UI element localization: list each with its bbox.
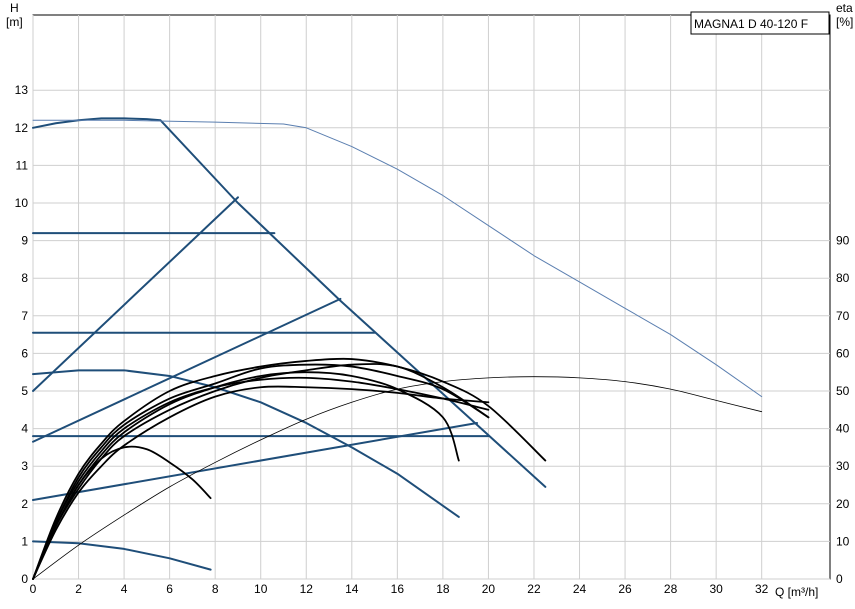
- x-tick-label: 20: [482, 582, 496, 596]
- y-left-tick-label: 5: [21, 384, 28, 398]
- ticks: 0 2 4 6 8 10 12 14 16 18 20 22 24 26 28 30 3201234567891…: [15, 83, 850, 596]
- efficiency-curve-12: [32, 371, 460, 580]
- y-left-tick-label: 2: [21, 497, 28, 511]
- efficiency-curve-17: [32, 363, 490, 580]
- x-tick-label: 2: [75, 582, 82, 596]
- y-left-tick-label: 12: [15, 121, 29, 135]
- y-right-tick-label: 60: [836, 346, 850, 360]
- chart-title: MAGNA1 D 40-120 F: [694, 17, 808, 31]
- y-left-tick-label: 3: [21, 459, 28, 473]
- y-left-label-line2: [m]: [6, 15, 23, 29]
- y-left-tick-label: 1: [21, 534, 28, 548]
- y-left-tick-label: 8: [21, 271, 28, 285]
- x-tick-label: 16: [391, 582, 405, 596]
- series-layer: [32, 117, 763, 580]
- y-right-tick-label: 70: [836, 309, 850, 323]
- y-right-tick-label: 90: [836, 234, 850, 248]
- y-right-tick-label: 30: [836, 459, 850, 473]
- x-tick-label: 30: [709, 582, 723, 596]
- grid: [32, 15, 830, 580]
- y-left-tick-label: 4: [21, 422, 28, 436]
- x-tick-label: 28: [664, 582, 678, 596]
- y-left-tick-label: 9: [21, 234, 28, 248]
- x-tick-label: 10: [254, 582, 268, 596]
- efficiency-curve-16: [32, 385, 490, 580]
- y-left-tick-label: 0: [21, 572, 28, 586]
- pump-curve-5: [32, 297, 342, 443]
- y-right-tick-label: 80: [836, 271, 850, 285]
- y-right-tick-label: 20: [836, 497, 850, 511]
- pump-curve-0: [32, 117, 547, 488]
- y-right-tick-label: 10: [836, 534, 850, 548]
- x-tick-label: 4: [121, 582, 128, 596]
- x-axis-label: Q [m³/h]: [775, 585, 818, 599]
- x-tick-label: 12: [300, 582, 314, 596]
- efficiency-curve-14: [32, 363, 490, 580]
- plot-frame: [32, 14, 831, 580]
- x-tick-label: 26: [618, 582, 632, 596]
- x-tick-label: 6: [166, 582, 173, 596]
- efficiency-curve-13: [32, 376, 490, 580]
- y-left-tick-label: 7: [21, 309, 28, 323]
- efficiency-curve-15: [32, 357, 547, 580]
- y-right-tick-label: 0: [836, 572, 843, 586]
- x-tick-label: 0: [30, 582, 37, 596]
- x-tick-label: 8: [212, 582, 219, 596]
- y-left-tick-label: 11: [16, 158, 29, 172]
- y-left-tick-label: 10: [15, 196, 29, 210]
- y-right-tick-label: 50: [836, 384, 850, 398]
- y-left-tick-label: 6: [21, 346, 28, 360]
- x-tick-label: 22: [527, 582, 541, 596]
- chart-title-box: MAGNA1 D 40-120 F: [690, 11, 830, 35]
- x-tick-label: 18: [436, 582, 450, 596]
- y-right-tick-label: 40: [836, 422, 850, 436]
- y-left-label-line1: H: [10, 1, 19, 15]
- x-tick-label: 24: [573, 582, 587, 596]
- x-tick-label: 32: [755, 582, 769, 596]
- y-right-label-line2: [%]: [836, 15, 853, 29]
- pump-curve-4: [32, 196, 239, 392]
- x-tick-label: 14: [345, 582, 359, 596]
- pump-curve-8: [32, 540, 212, 571]
- y-left-tick-label: 13: [15, 83, 29, 97]
- pump-curve-9: [32, 119, 763, 398]
- pump-curve-6: [32, 421, 479, 502]
- pump-curve-7: [32, 369, 460, 518]
- y-right-label-line1: eta: [836, 1, 853, 15]
